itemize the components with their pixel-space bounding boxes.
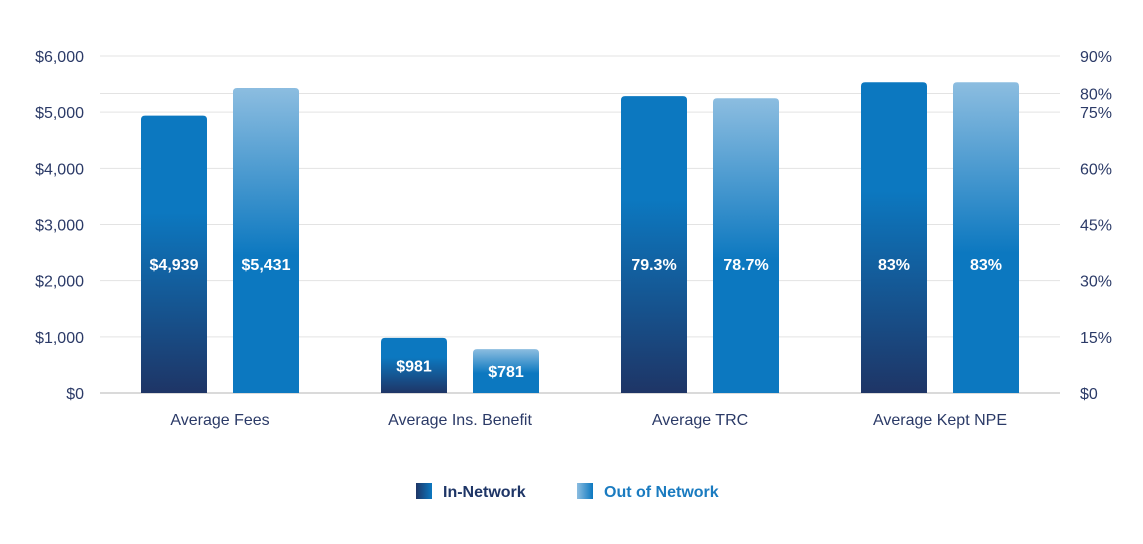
right-tick-label: 90% — [1080, 49, 1112, 66]
right-tick-label: 75% — [1080, 105, 1112, 122]
category-label: Average TRC — [652, 412, 748, 429]
category-label: Average Kept NPE — [873, 412, 1007, 429]
right-tick-label: $0 — [1080, 386, 1098, 403]
bar-in-network — [861, 82, 927, 393]
bar-value-label: 83% — [970, 257, 1002, 274]
bar-value-label: 79.3% — [631, 257, 676, 274]
bar-in-network — [141, 115, 207, 393]
left-tick-label: $4,000 — [35, 161, 84, 178]
right-axis: $0 15% 30% 45% 60% 75% 80% 90% — [1080, 49, 1112, 403]
bar-value-label: 83% — [878, 257, 910, 274]
left-tick-label: $5,000 — [35, 105, 84, 122]
legend-out-of-network-label: Out of Network — [604, 484, 719, 501]
bar-out-of-network — [233, 87, 299, 393]
right-tick-label: 15% — [1080, 330, 1112, 347]
left-tick-label: $6,000 — [35, 49, 84, 66]
right-tick-label: 30% — [1080, 274, 1112, 291]
bar-out-of-network — [713, 98, 779, 393]
right-tick-label: 45% — [1080, 218, 1112, 235]
legend: In-Network Out of Network — [416, 483, 719, 501]
right-tick-label: 80% — [1080, 86, 1112, 103]
bar-value-label: $4,939 — [150, 257, 199, 274]
legend-in-network-swatch — [416, 483, 432, 499]
left-tick-label: $1,000 — [35, 330, 84, 347]
left-axis: $0 $1,000 $2,000 $3,000 $4,000 $5,000 $6,000 — [35, 49, 84, 403]
bar-value-label: 78.7% — [723, 257, 768, 274]
category-labels: Average Fees Average Ins. Benefit Average … — [170, 412, 1007, 429]
bar-value-label: $5,431 — [242, 257, 291, 274]
bar-in-network — [621, 96, 687, 393]
category-label: Average Ins. Benefit — [388, 412, 532, 429]
left-tick-label: $3,000 — [35, 218, 84, 235]
category-label: Average Fees — [170, 412, 269, 429]
bar-value-label: $981 — [396, 358, 432, 375]
bar-out-of-network — [953, 82, 1019, 393]
bars: $4,939 $5,431 $981 $781 79.3% 78.7% 83% 83% — [141, 82, 1019, 393]
right-tick-label: 60% — [1080, 161, 1112, 178]
legend-in-network-label: In-Network — [443, 484, 526, 501]
left-tick-label: $0 — [66, 386, 84, 403]
left-tick-label: $2,000 — [35, 274, 84, 291]
bar-in-network — [381, 337, 447, 393]
legend-out-of-network-swatch — [577, 483, 593, 499]
bar-out-of-network — [473, 349, 539, 393]
bar-value-label: $781 — [488, 364, 524, 381]
